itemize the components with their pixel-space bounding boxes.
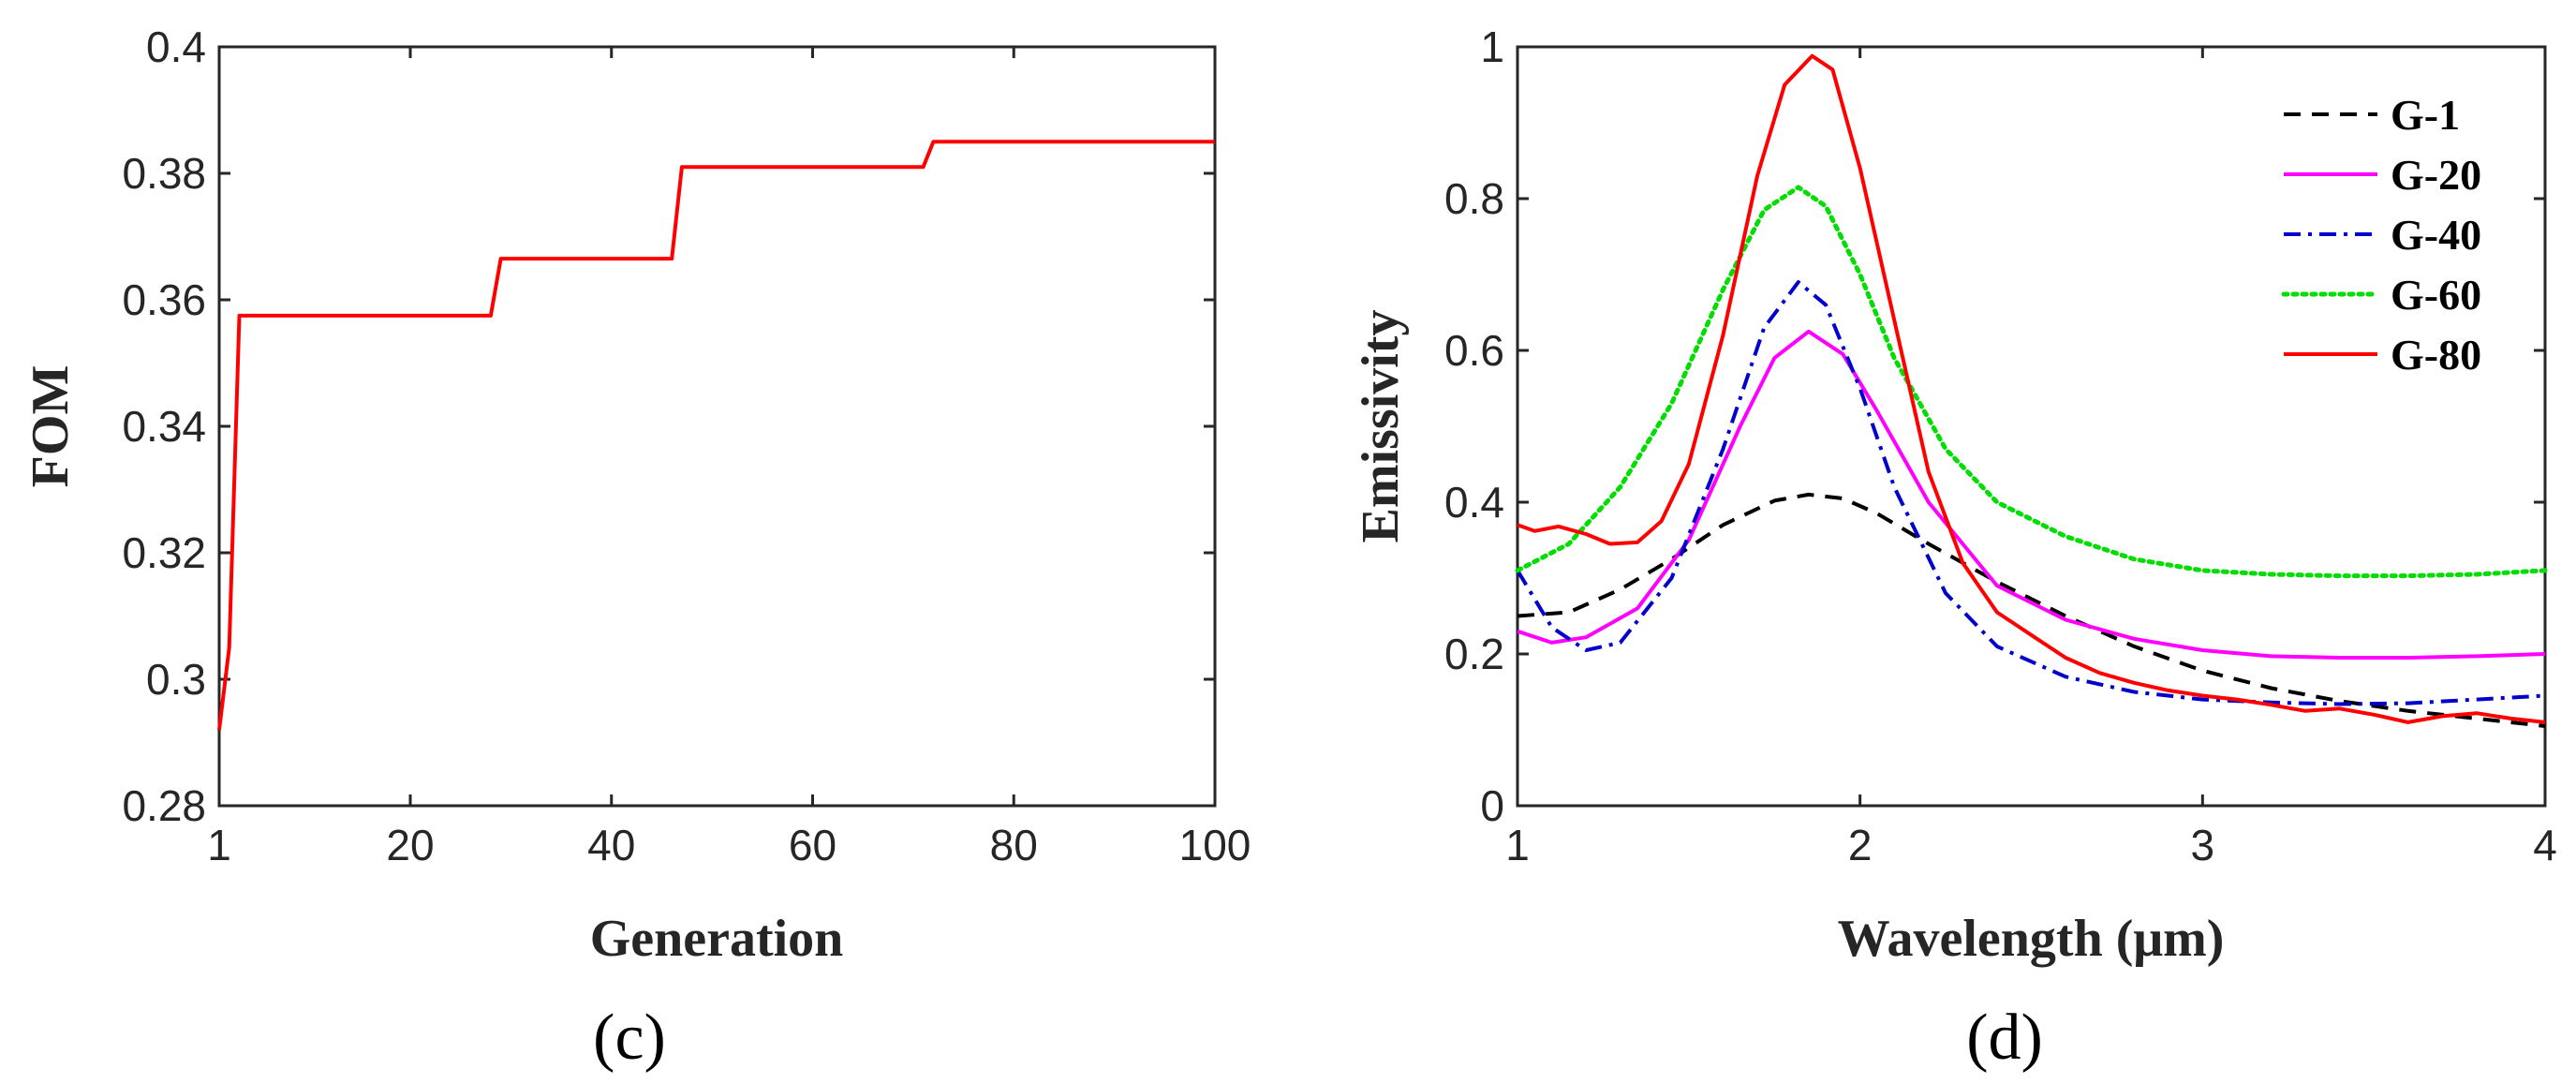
series-line-g-20	[1517, 329, 2546, 660]
plot-area-c	[217, 45, 1217, 808]
legend-label: G-80	[2391, 331, 2481, 379]
y-tick-label-d: 0.2	[1444, 630, 1504, 678]
legend-label: G-40	[2391, 211, 2481, 259]
chart-panel-c: 1 20 40 60 80 100 0.280.30.320.340.360.380.4 …	[22, 22, 1251, 1074]
y-tick-label-c: 0.34	[122, 402, 206, 451]
y-tick-label-d: 0.4	[1444, 478, 1504, 527]
series-group-d	[1515, 53, 2548, 728]
legend-label: G-1	[2391, 91, 2460, 139]
series-line-fom	[217, 140, 1215, 731]
x-tick-label-c: 60	[789, 821, 836, 869]
series-line-g-80	[1517, 53, 2546, 724]
y-axis-label-d: Emissivity	[1352, 310, 1410, 543]
y-tick-label-c: 0.28	[122, 781, 206, 830]
y-axis-label-c: FOM	[22, 365, 80, 488]
x-tick-label-c: 40	[587, 821, 635, 869]
y-ticks-d: 0 0.2 0.4 0.6 0.8 1	[1444, 22, 2545, 830]
x-tick-label-d: 2	[1848, 821, 1873, 869]
panel-label-d: (d)	[1966, 1002, 2043, 1074]
series-line-g-1	[1517, 492, 2546, 728]
x-tick-label-c: 100	[1179, 821, 1251, 869]
y-ticks-c: 0.28 0.3 0.32 0.34 0.36 0.38 0.4	[122, 22, 1215, 830]
y-tick-label-d: 0.8	[1444, 174, 1504, 223]
x-tick-label-c: 80	[990, 821, 1038, 869]
x-tick-label-c: 1	[207, 821, 231, 869]
y-tick-label-d: 0.6	[1444, 326, 1504, 375]
x-axis-label-c: Generation	[590, 910, 844, 968]
y-tick-label-c: 0.38	[122, 149, 206, 198]
y-tick-label-c: 0.3	[146, 655, 206, 704]
y-tick-label-c: 0.36	[122, 275, 206, 324]
x-ticks-c: 1 20 40 60 80 100	[207, 47, 1251, 869]
legend-label: G-20	[2391, 151, 2481, 199]
panel-label-c: (c)	[593, 1002, 666, 1074]
series-group-c	[217, 140, 1215, 731]
series-line-g-60	[1515, 185, 2548, 579]
x-ticks-d: 1 2 3 4	[1505, 47, 2557, 869]
y-tick-label-c: 0.32	[122, 528, 206, 577]
series-line-g-40	[1516, 280, 2546, 706]
x-tick-label-d: 4	[2533, 821, 2557, 869]
x-tick-label-d: 3	[2191, 821, 2215, 869]
legend-label: G-60	[2391, 271, 2481, 319]
x-tick-label-c: 20	[386, 821, 434, 869]
y-tick-label-c: 0.4	[146, 22, 206, 71]
legend-d: G-1 G-20 G-40 G-60 G-80	[2281, 91, 2481, 379]
y-tick-label-d: 1	[1480, 22, 1504, 71]
x-tick-label-d: 1	[1505, 821, 1530, 869]
y-tick-label-d: 0	[1480, 781, 1504, 830]
x-axis-label-d: Wavelength (μm)	[1838, 910, 2225, 968]
